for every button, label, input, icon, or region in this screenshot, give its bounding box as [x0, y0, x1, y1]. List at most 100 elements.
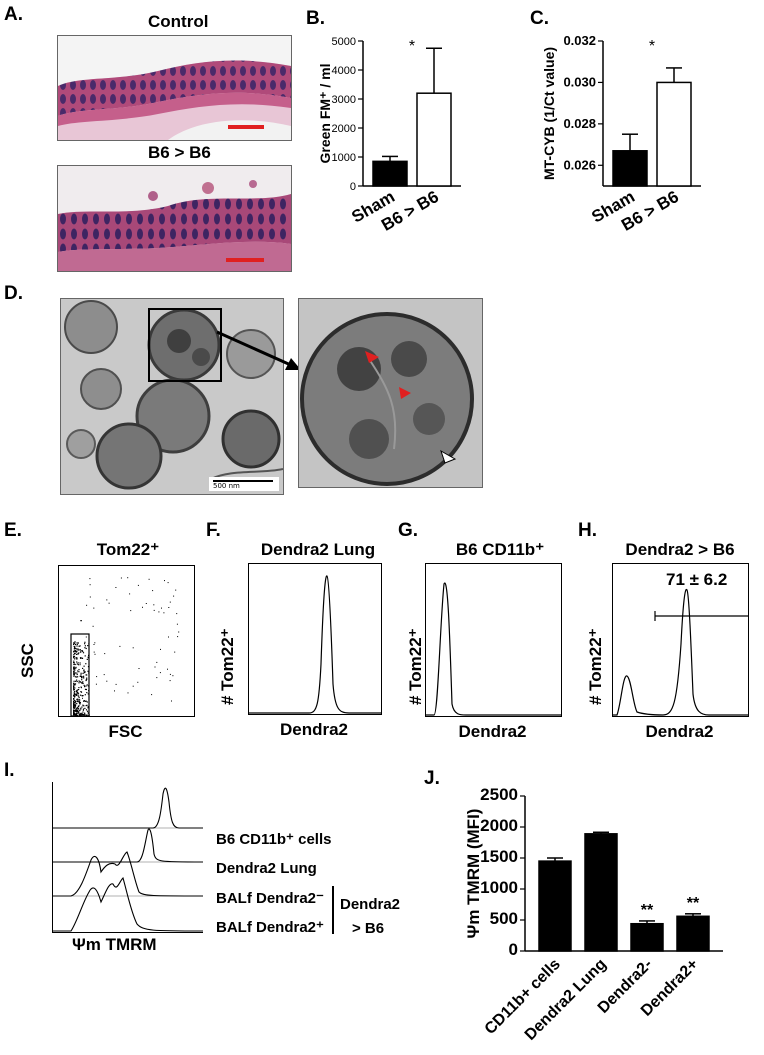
- panel-e-event: [78, 642, 79, 643]
- panel-c-ytick-label: 0.028: [563, 116, 596, 131]
- panel-e-event: [85, 645, 86, 646]
- panel-i-bracket-label-2: > B6: [352, 920, 384, 937]
- panel-j-ytick-label: 2000: [480, 816, 518, 835]
- panel-e-event: [78, 669, 79, 670]
- panel-e-event: [84, 685, 85, 686]
- panel-c-label: C.: [530, 8, 549, 30]
- panel-e-event: [139, 668, 140, 669]
- panel-g-histogram: [425, 563, 562, 717]
- panel-j-ytick-label: 2500: [480, 785, 518, 804]
- panel-a-b6-histology-image: [57, 165, 292, 272]
- panel-e-event: [79, 697, 80, 698]
- panel-e-event: [73, 676, 74, 677]
- panel-e-event: [73, 671, 74, 672]
- panel-e-event: [76, 694, 77, 695]
- panel-i-xlabel: Ψm TMRM: [72, 935, 157, 955]
- panel-e-event: [133, 647, 134, 648]
- panel-e-event: [121, 578, 122, 579]
- panel-e-scatter-plot: [58, 565, 195, 717]
- panel-e-event: [106, 599, 107, 600]
- panel-b-ytick-label: 0: [350, 181, 356, 193]
- panel-j-ytick-label: 0: [509, 940, 518, 959]
- panel-e-event: [156, 677, 157, 678]
- panel-e-event: [82, 698, 83, 699]
- panel-e-event: [76, 691, 77, 692]
- panel-j-ylabel: Ψm TMRM (MFI): [464, 809, 483, 939]
- panel-e-event: [76, 650, 77, 651]
- panel-e-event: [83, 652, 84, 653]
- panel-b-significance: *: [409, 38, 415, 55]
- panel-e-event: [74, 643, 75, 644]
- panel-g-title: B6 CD11b⁺: [440, 540, 560, 560]
- panel-e-event: [73, 711, 74, 712]
- panel-e-event: [78, 689, 79, 690]
- panel-e-event: [76, 661, 77, 662]
- panel-e-event: [86, 680, 87, 681]
- panel-e-event: [94, 644, 95, 645]
- panel-d-zoom-arrow: [215, 330, 305, 380]
- panel-j-ytick-label: 1500: [480, 847, 518, 866]
- panel-e-event: [85, 694, 86, 695]
- panel-e-event: [83, 673, 84, 674]
- panel-e-event: [77, 670, 78, 671]
- panel-b-label: B.: [306, 8, 325, 30]
- panel-e-event: [93, 626, 94, 627]
- panel-e-ylabel: SSC: [18, 643, 38, 678]
- panel-e-event: [84, 713, 85, 714]
- panel-e-event: [73, 702, 74, 703]
- panel-e-event: [74, 700, 75, 701]
- panel-e-event: [142, 607, 143, 608]
- panel-e-event: [164, 580, 165, 581]
- panel-e-event: [85, 685, 86, 686]
- panel-j-category-label: Dendra2 Lung: [522, 956, 610, 1044]
- panel-e-event: [80, 652, 81, 653]
- panel-e-event: [77, 676, 78, 677]
- panel-e-event: [175, 590, 176, 591]
- panel-g-label: G.: [398, 520, 418, 542]
- panel-e-event: [75, 703, 76, 704]
- panel-e-event: [153, 604, 154, 605]
- panel-e-event: [86, 705, 87, 706]
- panel-e-event: [84, 708, 85, 709]
- panel-e-event: [74, 696, 75, 697]
- panel-e-event: [84, 686, 85, 687]
- panel-e-event: [80, 691, 81, 692]
- panel-g-xlabel: Dendra2: [425, 722, 560, 742]
- panel-e-event: [137, 682, 138, 683]
- panel-e-event: [74, 658, 75, 659]
- panel-c-ytick-label: 0.026: [563, 157, 596, 172]
- panel-d-zoom-box: [148, 308, 222, 382]
- panel-e-event: [96, 684, 97, 685]
- panel-e-event: [74, 646, 75, 647]
- panel-e-event: [94, 642, 95, 643]
- panel-e-event: [78, 682, 79, 683]
- panel-e-event: [77, 699, 78, 700]
- panel-e-event: [129, 593, 130, 594]
- panel-i-legend-b6: B6 CD11b⁺ cells: [216, 830, 331, 848]
- panel-e-event: [78, 695, 79, 696]
- panel-e-event: [84, 647, 85, 648]
- panel-e-event: [146, 603, 147, 604]
- panel-e-event: [84, 643, 85, 644]
- panel-e-event: [170, 674, 171, 675]
- panel-e-event: [133, 686, 134, 687]
- panel-b-ylabel: Green FM⁺ / ml: [317, 64, 333, 164]
- panel-j-bar: [539, 861, 571, 951]
- panel-e-event: [152, 590, 153, 591]
- panel-e-event: [86, 709, 87, 710]
- panel-b-bar: [417, 93, 451, 186]
- panel-j-ytick-label: 1000: [480, 878, 518, 897]
- panel-e-event: [74, 650, 75, 651]
- panel-e-event: [74, 670, 75, 671]
- panel-e-event: [78, 662, 79, 663]
- panel-c-ytick-label: 0.032: [563, 33, 596, 48]
- panel-e-event: [77, 642, 78, 643]
- panel-j-label: J.: [424, 768, 440, 790]
- panel-f-histogram: [248, 563, 382, 715]
- panel-e-event: [174, 652, 175, 653]
- panel-e-event: [86, 605, 87, 606]
- panel-e-event: [75, 644, 76, 645]
- panel-e-event: [78, 687, 79, 688]
